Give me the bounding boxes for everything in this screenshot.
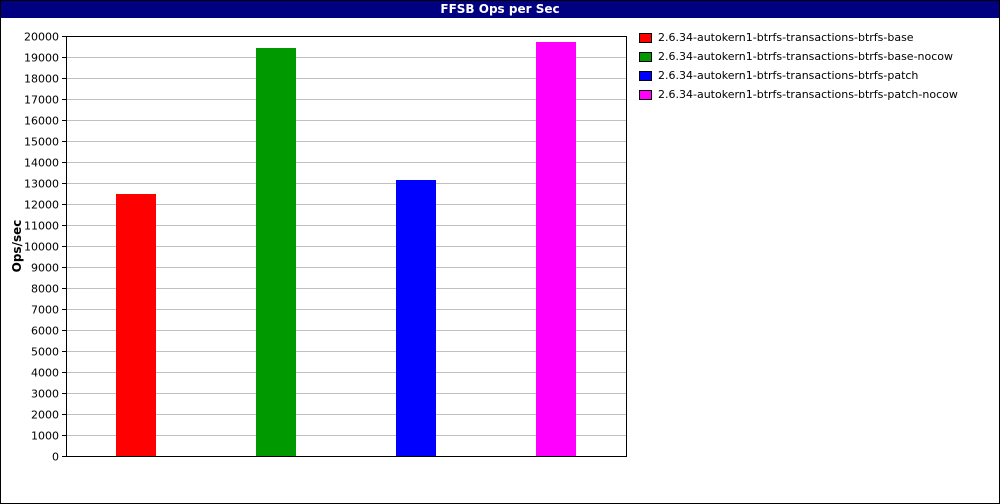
y-tick-label: 10000 (24, 241, 59, 254)
legend-swatch (639, 32, 652, 43)
y-tick-label: 2000 (31, 409, 59, 422)
y-tick-label: 17000 (24, 94, 59, 107)
y-tick-label: 4000 (31, 367, 59, 380)
y-tick-label: 14000 (24, 157, 59, 170)
y-tick-label: 3000 (31, 388, 59, 401)
bar-series-3 (396, 180, 436, 456)
y-tick-label: 16000 (24, 115, 59, 128)
legend-item: 2.6.34-autokern1-btrfs-transactions-btrf… (639, 47, 958, 66)
y-tick-label: 13000 (24, 178, 59, 191)
chart-title: FFSB Ops per Sec (1, 1, 999, 18)
legend-label: 2.6.34-autokern1-btrfs-transactions-btrf… (658, 88, 958, 101)
y-tick-label: 20000 (24, 31, 59, 44)
y-axis-label: Ops/sec (10, 220, 24, 273)
y-tick-label: 9000 (31, 262, 59, 275)
legend-swatch (639, 51, 652, 62)
legend-item: 2.6.34-autokern1-btrfs-transactions-btrf… (639, 85, 958, 104)
y-tick-label: 19000 (24, 52, 59, 65)
legend-swatch (639, 89, 652, 100)
legend-item: 2.6.34-autokern1-btrfs-transactions-btrf… (639, 66, 958, 85)
legend-swatch (639, 70, 652, 81)
y-tick-label: 1000 (31, 430, 59, 443)
bar-series-2 (256, 48, 296, 456)
legend-label: 2.6.34-autokern1-btrfs-transactions-btrf… (658, 31, 914, 44)
legend-label: 2.6.34-autokern1-btrfs-transactions-btrf… (658, 69, 919, 82)
y-tick-label: 7000 (31, 304, 59, 317)
bar-series-1 (116, 194, 156, 457)
legend-label: 2.6.34-autokern1-btrfs-transactions-btrf… (658, 50, 954, 63)
y-tick-label: 11000 (24, 220, 59, 233)
legend-item: 2.6.34-autokern1-btrfs-transactions-btrf… (639, 28, 958, 47)
y-tick-label: 15000 (24, 136, 59, 149)
y-tick-label: 5000 (31, 346, 59, 359)
y-tick-label: 12000 (24, 199, 59, 212)
bar-series-4 (536, 42, 576, 456)
y-tick-label: 18000 (24, 73, 59, 86)
plot-border (66, 36, 627, 457)
y-tick-label: 0 (52, 451, 59, 464)
legend: 2.6.34-autokern1-btrfs-transactions-btrf… (639, 28, 958, 104)
y-tick-label: 6000 (31, 325, 59, 338)
y-tick-label: 8000 (31, 283, 59, 296)
